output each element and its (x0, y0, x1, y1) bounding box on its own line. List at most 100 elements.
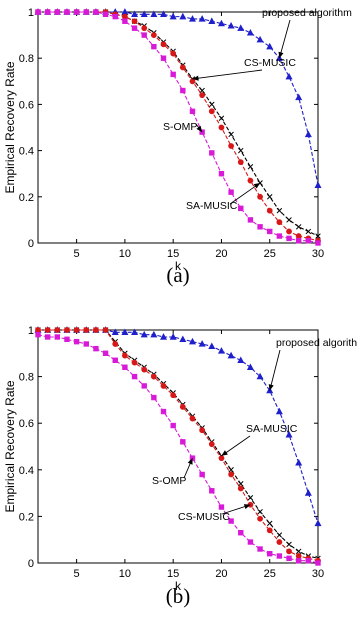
data-point (198, 15, 206, 22)
x-tick-label: 5 (74, 568, 80, 580)
data-point (102, 350, 109, 356)
arrow-head (278, 51, 284, 59)
data-point (247, 217, 254, 223)
arrow-head (243, 504, 251, 510)
data-point (150, 32, 157, 38)
series-s-omp (35, 9, 321, 246)
annotation: S-OMP (152, 457, 193, 487)
x-tick-label: 30 (312, 568, 324, 580)
data-point (228, 131, 234, 138)
data-point (121, 13, 128, 20)
data-point (131, 10, 139, 18)
data-point (93, 9, 99, 15)
arrow-head (187, 458, 193, 465)
data-point (237, 159, 244, 166)
data-point (266, 520, 273, 527)
data-point (286, 228, 292, 235)
data-point (189, 415, 196, 422)
annotation: SA-MUSIC (186, 182, 261, 212)
data-point (266, 207, 273, 214)
data-point (199, 92, 206, 99)
data-point (246, 28, 254, 36)
data-point (295, 458, 303, 466)
data-point (83, 341, 89, 347)
y-tick-label: 0.6 (19, 99, 34, 111)
data-point (35, 9, 41, 15)
data-point (295, 233, 302, 239)
data-point (188, 15, 196, 22)
data-point (208, 108, 215, 115)
data-point (256, 372, 264, 380)
data-point (73, 338, 80, 345)
data-point (276, 233, 283, 239)
data-point (199, 427, 206, 434)
annotation-label: proposed algorithm (262, 7, 352, 19)
data-point (64, 336, 70, 343)
data-point (131, 25, 138, 31)
data-point (217, 19, 225, 27)
data-point (64, 327, 70, 333)
annotation-arrow (278, 19, 291, 59)
data-point (315, 560, 321, 566)
data-point (238, 205, 244, 212)
data-point (112, 13, 118, 20)
data-point (227, 22, 235, 29)
data-point (141, 25, 148, 32)
series-sa-music (35, 327, 321, 562)
chart-b: 5 10 15 20 25 30 0 0.2 0.4 0.6 0.8 1 k Empirical Reco… (3, 325, 357, 608)
data-point (237, 485, 244, 492)
data-point (246, 363, 254, 370)
x-tick-label: 25 (264, 248, 276, 260)
data-point (199, 471, 205, 478)
annotation: CS-MUSIC (192, 57, 296, 81)
data-point (315, 233, 321, 239)
annotation-label: SA-MUSIC (186, 200, 238, 212)
data-point (141, 383, 147, 389)
annotation-arrow (192, 69, 263, 80)
arrow-head (196, 125, 203, 133)
data-point (286, 217, 292, 223)
figure-caption: (b) (166, 584, 191, 608)
data-point (179, 335, 187, 343)
annotation: proposed algorithm (268, 337, 357, 391)
data-point (208, 17, 216, 24)
data-point (170, 422, 176, 429)
data-point (151, 394, 157, 401)
data-point (227, 351, 235, 359)
data-point (257, 193, 263, 200)
data-point (160, 408, 167, 415)
data-point (304, 130, 312, 138)
data-point (285, 431, 293, 438)
y-tick-label: 0.8 (19, 53, 34, 65)
data-point (35, 327, 41, 333)
data-point (112, 357, 118, 363)
data-point (267, 228, 273, 235)
y-tick-label: 0.2 (19, 511, 34, 523)
data-point (179, 403, 186, 410)
data-point (141, 366, 148, 373)
data-point (266, 527, 273, 534)
data-point (256, 35, 264, 43)
data-point (160, 55, 167, 61)
data-point (160, 10, 168, 18)
data-point (266, 42, 274, 50)
data-point (131, 18, 138, 25)
data-point (315, 240, 321, 246)
series-proposed-algorithm (34, 8, 322, 188)
data-point (140, 330, 148, 338)
data-point (257, 515, 263, 522)
data-point (112, 341, 119, 347)
data-point (305, 557, 312, 564)
data-point (247, 495, 254, 501)
data-point (141, 32, 147, 38)
data-point (295, 557, 302, 564)
data-point (83, 327, 90, 333)
arrow-head (253, 182, 261, 189)
data-point (35, 331, 41, 338)
x-tick-label: 20 (215, 568, 227, 580)
data-point (217, 347, 225, 354)
data-point (121, 328, 129, 336)
y-tick-label: 0.8 (19, 372, 34, 384)
data-point (218, 124, 225, 131)
y-tick-label: 0.2 (19, 192, 34, 204)
